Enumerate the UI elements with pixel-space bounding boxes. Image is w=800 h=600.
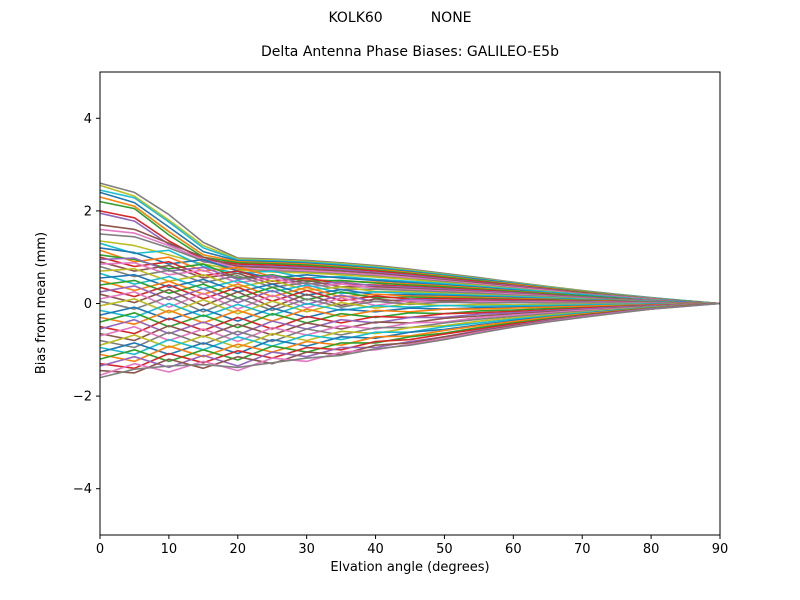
x-tick-label: 90 [712,542,729,557]
y-tick-label: 4 [84,112,92,127]
x-axis-label: Elvation angle (degrees) [330,560,490,575]
x-tick-label: 10 [161,542,178,557]
x-tick-label: 40 [367,542,384,557]
x-tick-label: 20 [230,542,247,557]
station-name: KOLK60 [328,10,383,26]
x-tick-label: 50 [436,542,453,557]
solution-name: NONE [430,10,472,26]
series-line [99,302,721,326]
x-tick-label: 80 [643,542,660,557]
axes-title: Delta Antenna Phase Biases: GALILEO-E5b [261,44,559,60]
x-tick-label: 60 [505,542,522,557]
series-line [99,302,721,374]
series-line [99,302,721,336]
y-tick-label: −4 [73,482,92,497]
x-tick-label: 30 [298,542,315,557]
figure-suptitle: KOLK60 NONE [0,10,800,27]
x-tick-label: 0 [96,542,104,557]
y-axis-label: Bias from mean (mm) [34,231,49,375]
y-tick-label: 2 [84,204,92,219]
series-line [99,302,721,379]
x-tick-label: 70 [574,542,591,557]
y-tick-label: −2 [73,390,92,405]
y-tick-label: 0 [84,297,92,312]
series-line [99,302,721,319]
series-line [99,295,720,313]
